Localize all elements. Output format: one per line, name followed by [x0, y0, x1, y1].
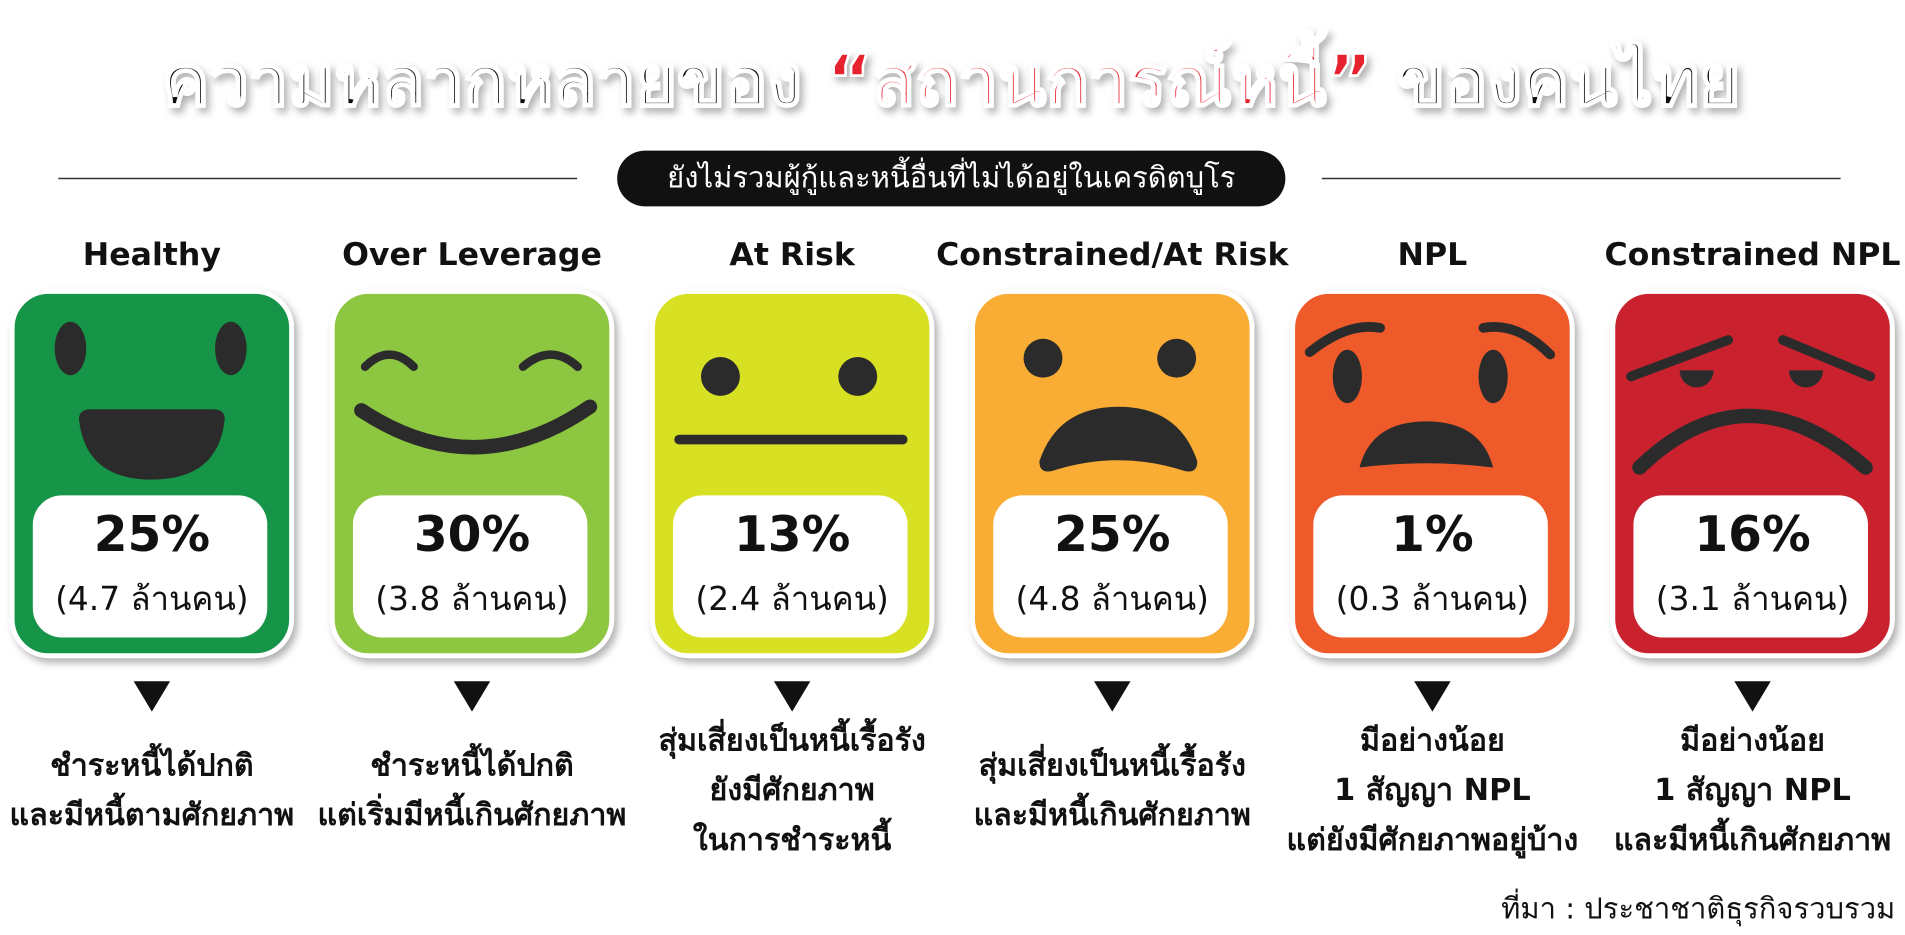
- description-line: และมีหนี้ตามศักยภาพ: [10, 792, 295, 833]
- brow: [1478, 322, 1556, 360]
- card-label: NPL: [1398, 237, 1468, 273]
- card-label: Over Leverage: [342, 237, 602, 273]
- subtitle-pill: [617, 150, 1286, 207]
- stat-box: [32, 495, 268, 638]
- arrow: [1414, 681, 1451, 712]
- percent: 25%: [94, 507, 210, 563]
- brow: [1304, 322, 1386, 357]
- description-line: ชำระหนี้ได้ปกติ: [50, 742, 253, 783]
- source: ที่มา : ประชาชาติธุรกิจรวบรวม: [1501, 889, 1895, 927]
- arrow: [133, 681, 171, 712]
- mouth: [1359, 421, 1494, 468]
- face: [1626, 335, 1876, 475]
- eye: [518, 350, 582, 371]
- arrow: [1734, 681, 1771, 712]
- mouth: [354, 399, 598, 455]
- percent: 1%: [1391, 507, 1474, 563]
- percent: 30%: [414, 507, 530, 563]
- description-line: มีอย่างน้อย: [1680, 723, 1825, 758]
- eye: [360, 350, 418, 371]
- description-line: สุ่มเสี่ยงเป็นหนี้เรื้อรัง: [658, 717, 925, 759]
- face: [54, 321, 247, 480]
- people: (3.1 ล้านคน): [1656, 580, 1849, 618]
- eye: [1478, 349, 1508, 404]
- people: (3.8 ล้านคน): [375, 580, 568, 618]
- card-label: Constrained NPL: [1604, 237, 1900, 273]
- stat-box: [993, 495, 1228, 638]
- people: (2.4 ล้านคน): [695, 580, 888, 618]
- subtitle: ยังไม่รวมผู้กู้และหนี้อื่นที่ไม่ได้อยู่ใ…: [667, 157, 1235, 196]
- title-part: ของคนไทย: [1397, 39, 1740, 122]
- eye: [1023, 338, 1063, 378]
- description-line: 1 สัญญา NPL: [1654, 773, 1851, 808]
- face: [1304, 322, 1556, 468]
- percent: 16%: [1694, 507, 1810, 563]
- arrow: [453, 681, 491, 712]
- percent: 13%: [734, 507, 850, 563]
- description-line: สุ่มเสี่ยงเป็นหนี้เรื้อรัง: [979, 742, 1246, 784]
- face: [354, 350, 598, 455]
- mouth: [78, 409, 225, 480]
- arrow: [1094, 681, 1131, 712]
- people: (0.3 ล้านคน): [1336, 580, 1529, 618]
- eye: [215, 321, 247, 376]
- eye: [1788, 370, 1823, 388]
- card-label: Healthy: [83, 237, 221, 273]
- description-line: ในการชำระหนี้: [693, 817, 892, 858]
- people: (4.8 ล้านคน): [1016, 580, 1209, 618]
- mouth: [1632, 408, 1873, 475]
- eye: [701, 357, 740, 396]
- arrow: [773, 681, 811, 712]
- face: [674, 357, 908, 445]
- description-line: ยังมีศักยภาพ: [710, 773, 875, 808]
- card-label: Constrained/At Risk: [936, 237, 1289, 273]
- description-line: 1 สัญญา NPL: [1334, 773, 1531, 808]
- title: ความหลากหลายของ “สถานการณ์หนี้” ของคนไทย: [162, 29, 1740, 122]
- eye: [838, 357, 878, 396]
- stat-box: [352, 495, 588, 638]
- description-line: แต่ยังมีศักยภาพอยู่บ้าง: [1287, 823, 1579, 859]
- eye: [54, 321, 87, 376]
- mouth: [1039, 406, 1198, 472]
- brow: [1778, 335, 1876, 382]
- description-line: และมีหนี้เกินศักยภาพ: [974, 792, 1251, 833]
- brow: [1626, 335, 1734, 382]
- stat-box: [673, 495, 908, 638]
- description-line: มีอย่างน้อย: [1360, 723, 1505, 758]
- description-line: และมีหนี้เกินศักยภาพ: [1614, 817, 1891, 858]
- stat-box: [1633, 495, 1868, 638]
- people: (4.7 ล้านคน): [55, 580, 248, 618]
- stat-box: [1313, 495, 1548, 638]
- description-line: ชำระหนี้ได้ปกติ: [370, 742, 573, 783]
- eye: [1332, 349, 1362, 404]
- description-line: แต่เริ่มมีหนี้เกินศักยภาพ: [318, 792, 627, 833]
- face: [1023, 338, 1198, 472]
- card-label: At Risk: [729, 237, 855, 273]
- title-part: ความหลากหลายของ: [162, 40, 802, 122]
- eye: [1157, 338, 1197, 378]
- title-highlight: “สถานการณ์หนี้”: [827, 29, 1373, 122]
- percent: 25%: [1054, 507, 1170, 563]
- eye: [1679, 370, 1714, 388]
